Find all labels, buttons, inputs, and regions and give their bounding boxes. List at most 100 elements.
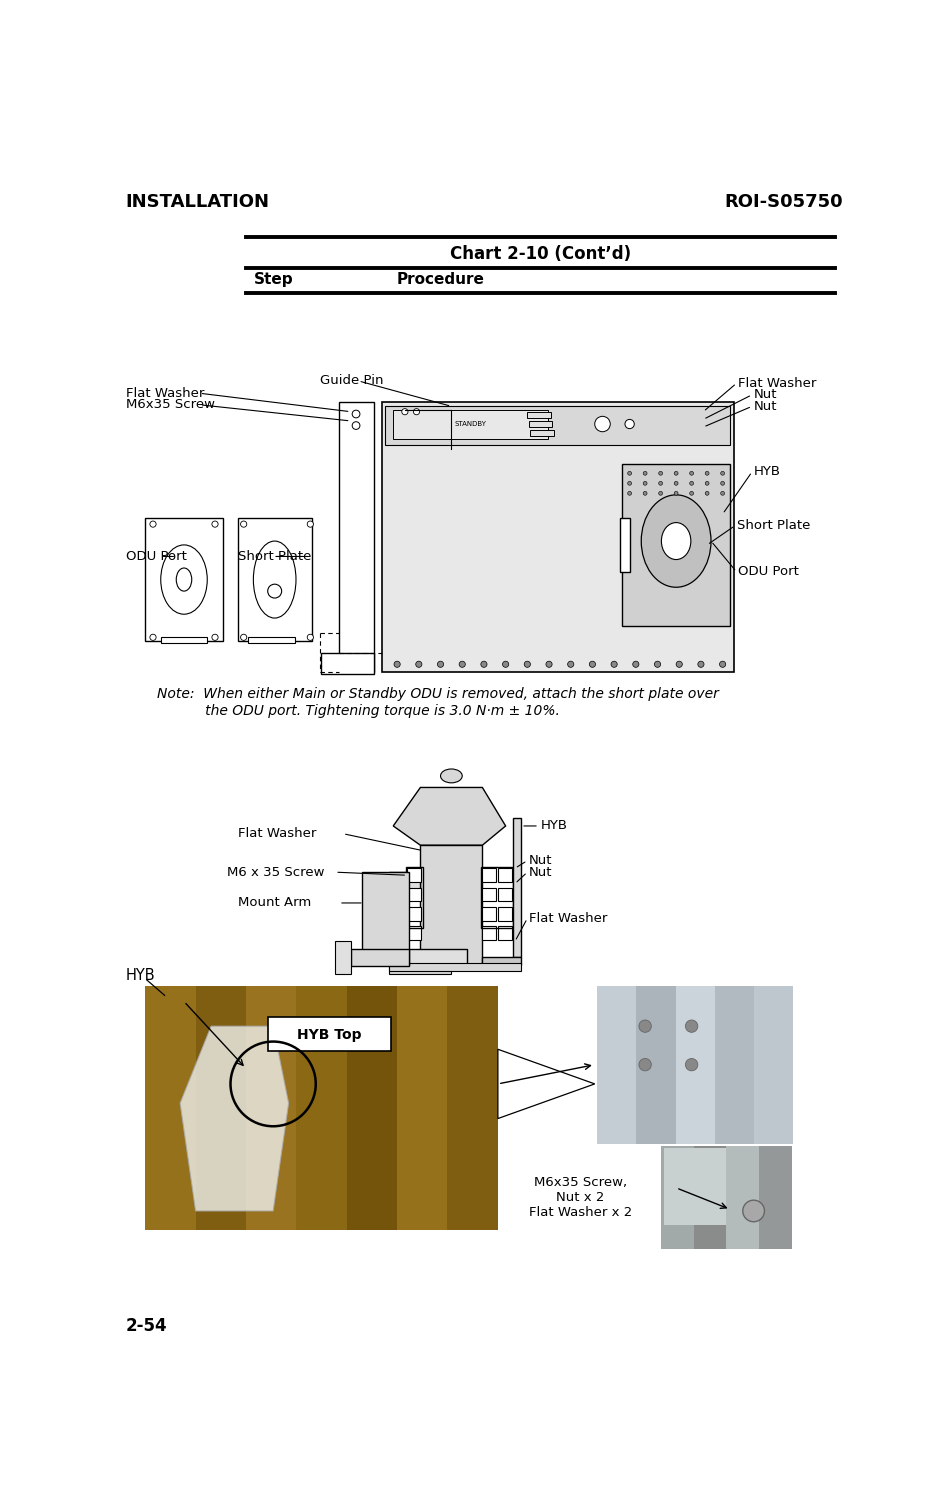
Ellipse shape <box>160 545 207 614</box>
Text: Nut: Nut <box>752 400 776 412</box>
FancyBboxPatch shape <box>267 1017 391 1051</box>
Circle shape <box>654 661 660 667</box>
Circle shape <box>413 409 419 415</box>
Circle shape <box>502 661 508 667</box>
Bar <box>381 403 733 672</box>
Circle shape <box>241 521 246 527</box>
Text: Note:  When either Main or Standby ODU is removed, attach the short plate over
 : Note: When either Main or Standby ODU is… <box>157 687 718 718</box>
Bar <box>335 942 350 973</box>
Bar <box>339 403 374 672</box>
Bar <box>393 411 548 439</box>
Bar <box>527 412 550 418</box>
Circle shape <box>150 521 156 527</box>
Circle shape <box>673 481 678 485</box>
Text: ODU Port: ODU Port <box>126 549 187 563</box>
Bar <box>145 985 195 1230</box>
Bar <box>160 636 207 642</box>
Ellipse shape <box>177 567 192 591</box>
Bar <box>245 985 296 1230</box>
Circle shape <box>689 481 693 485</box>
Text: ODU Port: ODU Port <box>737 566 799 578</box>
Text: HYB Top: HYB Top <box>296 1029 361 1042</box>
Text: Mount Arm: Mount Arm <box>238 896 312 909</box>
Bar <box>497 906 512 921</box>
Text: Procedure: Procedure <box>396 272 484 287</box>
Bar <box>481 869 496 882</box>
Text: INSTALLATION: INSTALLATION <box>126 193 270 211</box>
Ellipse shape <box>253 540 295 618</box>
Bar <box>480 867 513 929</box>
Circle shape <box>352 411 360 418</box>
Circle shape <box>675 661 682 667</box>
Bar <box>529 421 551 427</box>
Bar <box>714 985 753 1144</box>
Circle shape <box>658 491 662 496</box>
Text: HYB: HYB <box>540 820 567 833</box>
Circle shape <box>720 472 724 475</box>
Text: Short Plate: Short Plate <box>238 549 312 563</box>
Bar <box>321 652 374 675</box>
Text: Flat Washer: Flat Washer <box>529 912 607 924</box>
Circle shape <box>624 420 633 428</box>
Bar <box>664 1148 726 1224</box>
Bar <box>389 963 520 970</box>
Text: HYB: HYB <box>752 466 780 478</box>
Text: Flat Washer: Flat Washer <box>737 376 816 390</box>
Circle shape <box>567 661 573 667</box>
Bar <box>374 950 466 964</box>
Text: Flat Washer: Flat Washer <box>126 387 204 400</box>
Bar <box>481 926 496 941</box>
Circle shape <box>150 635 156 640</box>
Circle shape <box>643 491 647 496</box>
Circle shape <box>627 481 631 485</box>
Bar <box>385 406 730 445</box>
Ellipse shape <box>641 494 710 587</box>
Circle shape <box>437 661 443 667</box>
Circle shape <box>720 481 724 485</box>
Circle shape <box>211 521 218 527</box>
Circle shape <box>684 1020 697 1032</box>
Circle shape <box>480 661 486 667</box>
Text: M6x35 Screw: M6x35 Screw <box>126 399 214 411</box>
Bar <box>145 518 223 640</box>
Bar <box>350 950 409 966</box>
Text: Step: Step <box>254 272 293 287</box>
Text: M6 x 35 Screw: M6 x 35 Screw <box>227 866 324 879</box>
Circle shape <box>524 661 530 667</box>
Bar <box>447 985 497 1230</box>
Circle shape <box>704 481 708 485</box>
Bar <box>597 985 792 1144</box>
Polygon shape <box>393 787 505 845</box>
Bar <box>195 985 245 1230</box>
Circle shape <box>658 472 662 475</box>
Circle shape <box>211 635 218 640</box>
Ellipse shape <box>440 769 462 782</box>
Bar <box>296 985 346 1230</box>
Text: 2-54: 2-54 <box>126 1317 167 1335</box>
Bar <box>407 869 421 882</box>
Circle shape <box>718 661 725 667</box>
Circle shape <box>307 521 313 527</box>
Bar <box>407 906 421 921</box>
Bar <box>405 867 422 929</box>
Circle shape <box>627 491 631 496</box>
Circle shape <box>742 1200 764 1221</box>
Bar <box>389 872 420 896</box>
Circle shape <box>459 661 464 667</box>
Bar <box>389 964 451 973</box>
Bar <box>660 1145 693 1250</box>
Text: Short Plate: Short Plate <box>735 520 809 532</box>
Circle shape <box>611 661 616 667</box>
Circle shape <box>673 491 678 496</box>
Text: Flat Washer: Flat Washer <box>238 827 316 841</box>
Circle shape <box>689 472 693 475</box>
Circle shape <box>697 661 703 667</box>
Polygon shape <box>497 1050 594 1118</box>
Bar <box>346 985 396 1230</box>
Bar <box>513 818 520 957</box>
Text: M6x35 Screw,
Nut x 2
Flat Washer x 2: M6x35 Screw, Nut x 2 Flat Washer x 2 <box>529 1176 632 1220</box>
Circle shape <box>704 491 708 496</box>
Bar <box>621 464 730 626</box>
Circle shape <box>643 481 647 485</box>
Bar <box>726 1145 759 1250</box>
